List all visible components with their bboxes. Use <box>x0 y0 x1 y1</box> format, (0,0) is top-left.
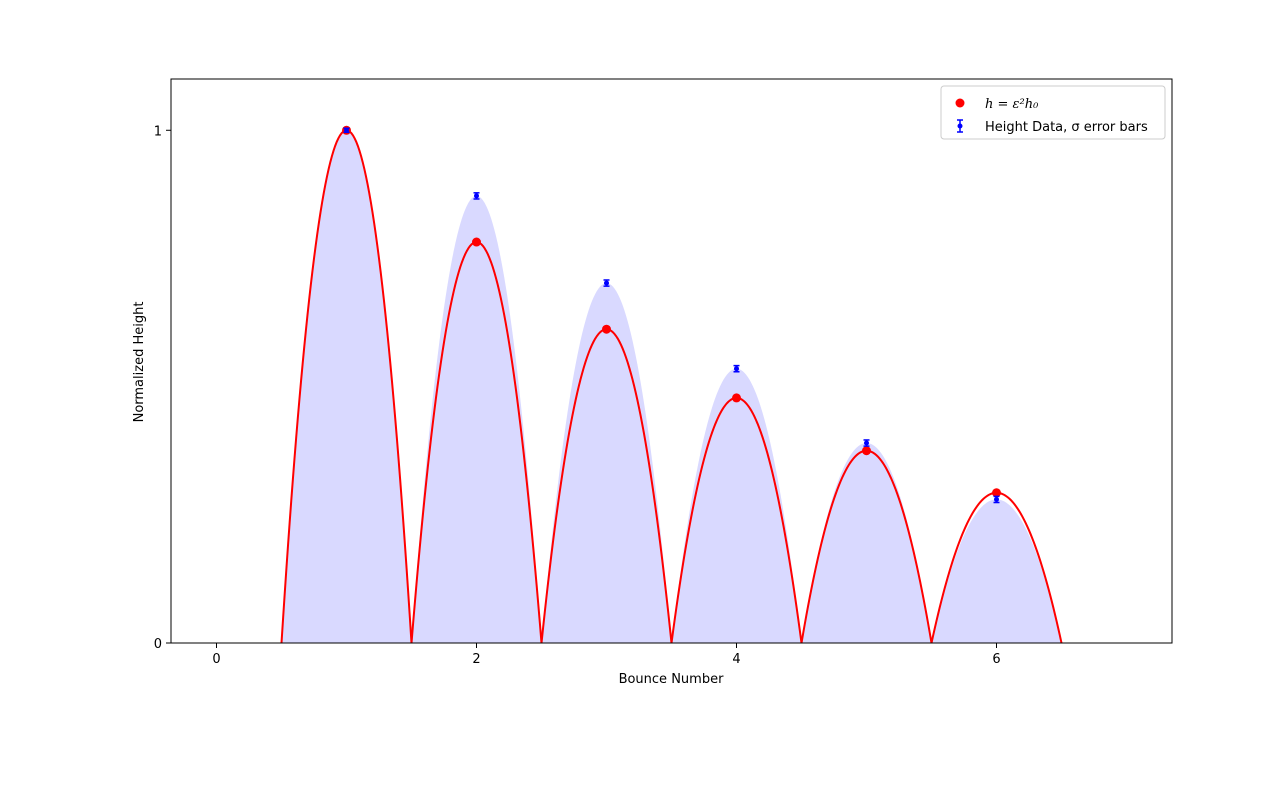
fit-point <box>472 237 481 247</box>
marker-layer <box>342 125 1001 504</box>
data-point <box>864 440 869 446</box>
data-fill-arc <box>931 499 1062 643</box>
x-axis-label: Bounce Number <box>619 672 725 687</box>
fit-point <box>602 324 611 334</box>
plot-frame <box>170 78 1173 644</box>
y-axis-label: Normalized Height <box>132 302 147 423</box>
legend-marker-data <box>957 123 963 129</box>
data-fill-arc <box>541 283 672 643</box>
x-tick-label: 4 <box>732 652 740 667</box>
data-point <box>734 366 739 372</box>
legend-marker-fit <box>955 98 965 108</box>
x-tick-label: 6 <box>992 652 1000 667</box>
fit-point <box>862 446 871 456</box>
legend-label-fit: h = ε²h₀ <box>985 97 1039 112</box>
legend: h = ε²h₀ Height Data, σ error bars <box>940 85 1166 140</box>
x-tick-label: 2 <box>472 652 480 667</box>
tick-layer: 0 2 4 6 0 1 <box>154 124 1001 667</box>
data-point <box>474 193 479 199</box>
fit-point <box>732 393 741 403</box>
axes-layer <box>170 78 1173 644</box>
data-fill-arc <box>801 443 932 643</box>
y-tick-label: 0 <box>154 637 162 652</box>
data-fill-arc <box>671 368 802 643</box>
data-point <box>604 280 609 286</box>
fit-point <box>992 488 1001 498</box>
data-point <box>344 127 349 133</box>
y-tick-label: 1 <box>154 124 162 139</box>
data-fill-arc <box>411 195 542 643</box>
x-tick-label: 0 <box>212 652 220 667</box>
fill-layer <box>281 130 1062 643</box>
legend-box <box>940 85 1166 140</box>
data-point <box>994 496 999 502</box>
legend-label-data: Height Data, σ error bars <box>985 120 1148 135</box>
